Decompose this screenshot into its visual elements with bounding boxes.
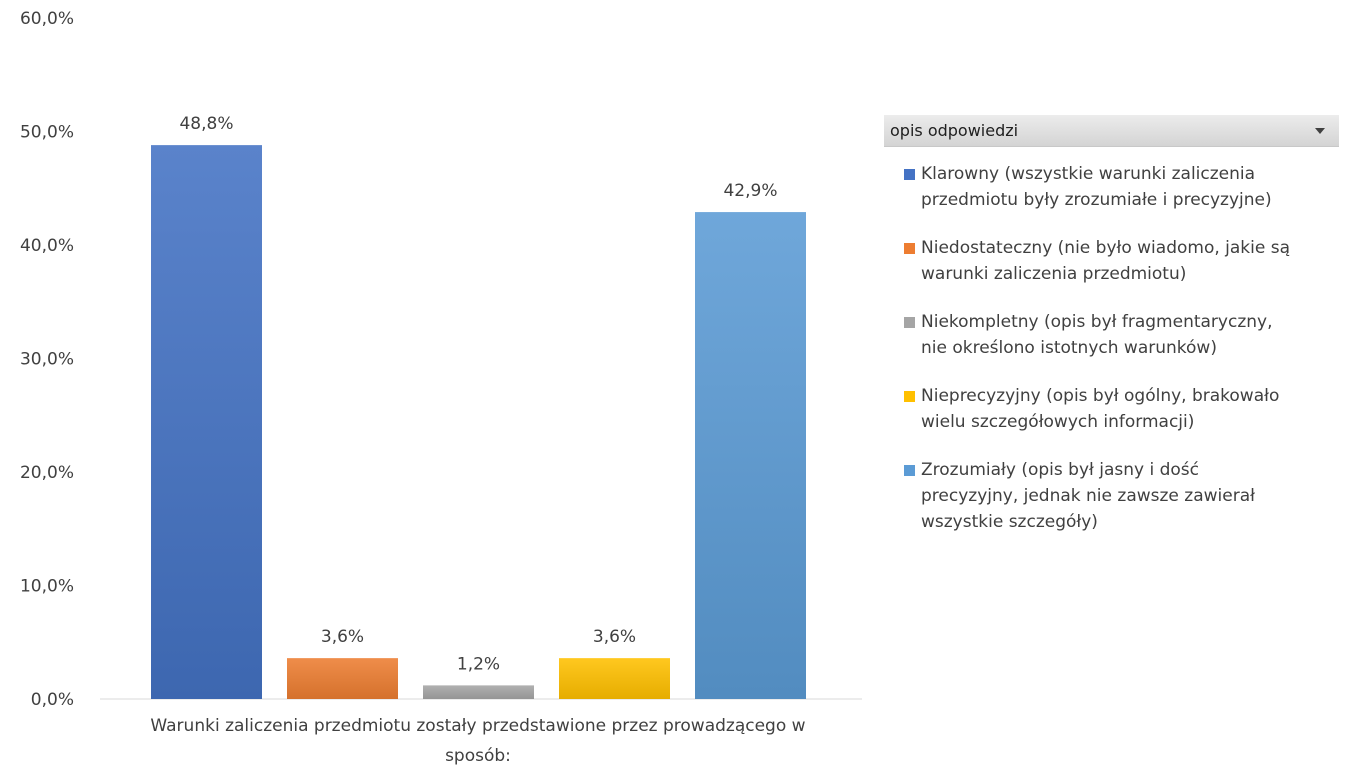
- data-label-nieprecyzyjny: 3,6%: [593, 627, 636, 647]
- legend-label-line: Klarowny (wszystkie warunki zaliczenia: [921, 164, 1256, 184]
- category-label-line-1: Warunki zaliczenia przedmiotu zostały pr…: [150, 716, 805, 736]
- legend-swatch: [904, 317, 915, 328]
- category-label-line-2: sposób:: [445, 746, 511, 766]
- legend-label-line: wielu szczegółowych informacji): [921, 412, 1195, 432]
- legend-label-line: warunki zaliczenia przedmiotu): [921, 264, 1187, 284]
- legend-label: Zrozumiały (opis był jasny i dość precyzy…: [921, 457, 1331, 535]
- legend-title: opis odpowiedzi: [890, 121, 1019, 140]
- legend-field-dropdown[interactable]: opis odpowiedzi: [884, 115, 1339, 147]
- legend-swatch: [904, 391, 915, 402]
- legend-label: Nieprecyzyjny (opis był ogólny, brakował…: [921, 383, 1331, 435]
- bar-niekompletny[interactable]: [423, 685, 534, 699]
- y-tick-label: 20,0%: [20, 463, 74, 483]
- bar-nieprecyzyjny[interactable]: [559, 658, 670, 699]
- legend-label-line: przedmiotu były zrozumiałe i precyzyjne): [921, 190, 1272, 210]
- y-tick-label: 30,0%: [20, 350, 74, 370]
- legend-panel: opis odpowiedzi Klarowny (wszystkie waru…: [884, 115, 1339, 557]
- legend-item-zrozumialy[interactable]: Zrozumiały (opis był jasny i dość precyzy…: [884, 457, 1339, 535]
- y-tick-label: 60,0%: [20, 9, 74, 29]
- legend-label-line: Nieprecyzyjny (opis był ogólny, brakował…: [921, 386, 1280, 406]
- bar-klarowny[interactable]: [151, 145, 262, 699]
- legend-swatch: [904, 465, 915, 476]
- legend-label-line: Zrozumiały (opis był jasny i dość: [921, 460, 1200, 480]
- legend-item-klarowny[interactable]: Klarowny (wszystkie warunki zaliczenia pr…: [884, 161, 1339, 213]
- y-tick-label: 10,0%: [20, 577, 74, 597]
- y-axis-ticks: 0,0% 10,0% 20,0% 30,0% 40,0% 50,0% 60,0%: [20, 9, 74, 710]
- legend-swatch: [904, 169, 915, 180]
- data-label-klarowny: 48,8%: [179, 114, 233, 134]
- legend-label-line: Niedostateczny (nie było wiadomo, jakie …: [921, 238, 1290, 258]
- legend-label: Niedostateczny (nie było wiadomo, jakie …: [921, 235, 1331, 287]
- legend-label: Klarowny (wszystkie warunki zaliczenia pr…: [921, 161, 1331, 213]
- y-tick-label: 40,0%: [20, 236, 74, 256]
- legend-label-line: precyzyjny, jednak nie zawsze zawierał: [921, 486, 1255, 506]
- bar-zrozumialy[interactable]: [695, 212, 806, 699]
- data-label-niekompletny: 1,2%: [457, 654, 500, 674]
- data-labels: 48,8% 3,6% 1,2% 3,6% 42,9%: [179, 114, 777, 674]
- legend-label-line: wszystkie szczegóły): [921, 512, 1098, 532]
- bar-niedostateczny[interactable]: [287, 658, 398, 699]
- legend-list: Klarowny (wszystkie warunki zaliczenia pr…: [884, 161, 1339, 535]
- legend-item-niekompletny[interactable]: Niekompletny (opis był fragmentaryczny, n…: [884, 309, 1339, 361]
- data-label-niedostateczny: 3,6%: [321, 627, 364, 647]
- legend-label-line: Niekompletny (opis był fragmentaryczny,: [921, 312, 1273, 332]
- legend-swatch: [904, 243, 915, 254]
- y-tick-label: 50,0%: [20, 123, 74, 143]
- data-label-zrozumialy: 42,9%: [723, 181, 777, 201]
- y-tick-label: 0,0%: [31, 690, 74, 710]
- bar-series: [151, 145, 806, 699]
- legend-item-nieprecyzyjny[interactable]: Nieprecyzyjny (opis był ogólny, brakował…: [884, 383, 1339, 435]
- legend-label-line: nie określono istotnych warunków): [921, 338, 1217, 358]
- chevron-down-icon[interactable]: [1315, 127, 1325, 134]
- legend-label: Niekompletny (opis był fragmentaryczny, n…: [921, 309, 1331, 361]
- legend-item-niedostateczny[interactable]: Niedostateczny (nie było wiadomo, jakie …: [884, 235, 1339, 287]
